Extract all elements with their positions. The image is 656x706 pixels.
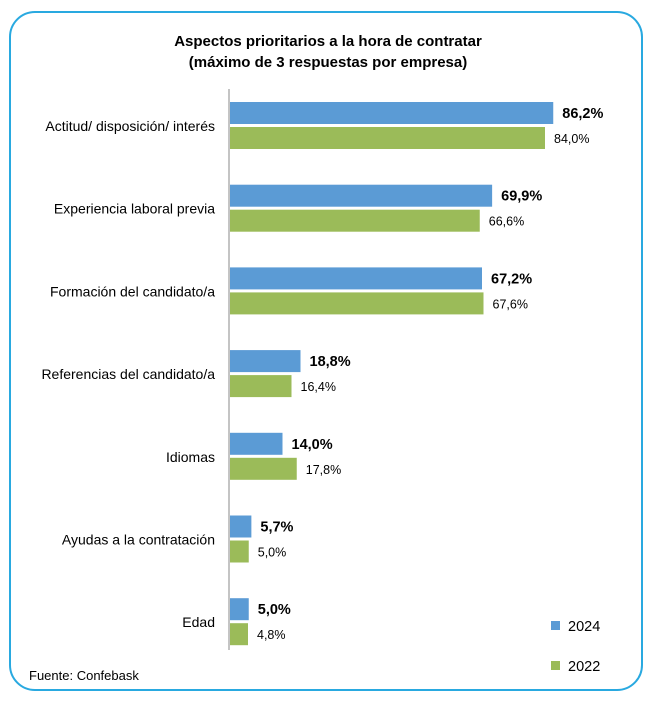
legend-label-2024: 2024 [568, 619, 600, 635]
legend-label-2022: 2022 [568, 659, 600, 675]
data-label-2022: 4,8% [257, 628, 286, 642]
category-label: Formación del candidato/a [50, 283, 215, 299]
bars-group: Actitud/ disposición/ interés 86,2% 84,0% E… [41, 102, 603, 646]
data-label-2024: 67,2% [491, 271, 532, 287]
legend-swatch-2024 [551, 621, 560, 630]
chart-title-line-1: Aspectos prioritarios a la hora de contr… [174, 33, 482, 50]
bar-2024 [230, 515, 252, 538]
data-label-2022: 84,0% [554, 132, 589, 146]
bar-2022 [230, 540, 249, 563]
chart-frame [9, 11, 643, 691]
data-label-2022: 16,4% [301, 380, 336, 394]
bar-2024 [230, 350, 301, 373]
data-label-2022: 67,6% [493, 297, 528, 311]
data-label-2024: 86,2% [562, 106, 603, 122]
data-label-2024: 18,8% [310, 354, 351, 370]
category-label: Actitud/ disposición/ interés [45, 118, 215, 134]
category-label: Referencias del candidato/a [41, 366, 215, 382]
legend-swatch-2022 [551, 661, 560, 670]
bar-2024 [230, 267, 482, 290]
bar-2022 [230, 209, 480, 232]
category-label: Edad [182, 614, 215, 630]
data-label-2022: 17,8% [306, 463, 341, 477]
data-label-2022: 66,6% [489, 215, 524, 229]
bar-2024 [230, 598, 249, 621]
category-label: Experiencia laboral previa [54, 201, 215, 217]
bar-2022 [230, 623, 248, 646]
bar-2022 [230, 292, 484, 315]
source-note: Fuente: Confebask [29, 668, 139, 683]
legend: 2024 2022 [551, 619, 600, 675]
bar-2024 [230, 102, 554, 124]
category-label: Ayudas a la contratación [62, 532, 215, 548]
data-label-2024: 5,7% [260, 520, 293, 536]
bar-2022 [230, 457, 297, 480]
bar-2022 [230, 127, 545, 149]
data-label-2024: 69,9% [501, 189, 542, 205]
bar-2024 [230, 432, 283, 455]
data-label-2022: 5,0% [258, 546, 287, 560]
data-label-2024: 5,0% [258, 602, 291, 618]
bar-2022 [230, 375, 292, 398]
chart-title-line-2: (máximo de 3 respuestas por empresa) [189, 54, 467, 71]
data-label-2024: 14,0% [292, 437, 333, 453]
bar-2024 [230, 184, 493, 207]
category-label: Idiomas [166, 449, 215, 465]
